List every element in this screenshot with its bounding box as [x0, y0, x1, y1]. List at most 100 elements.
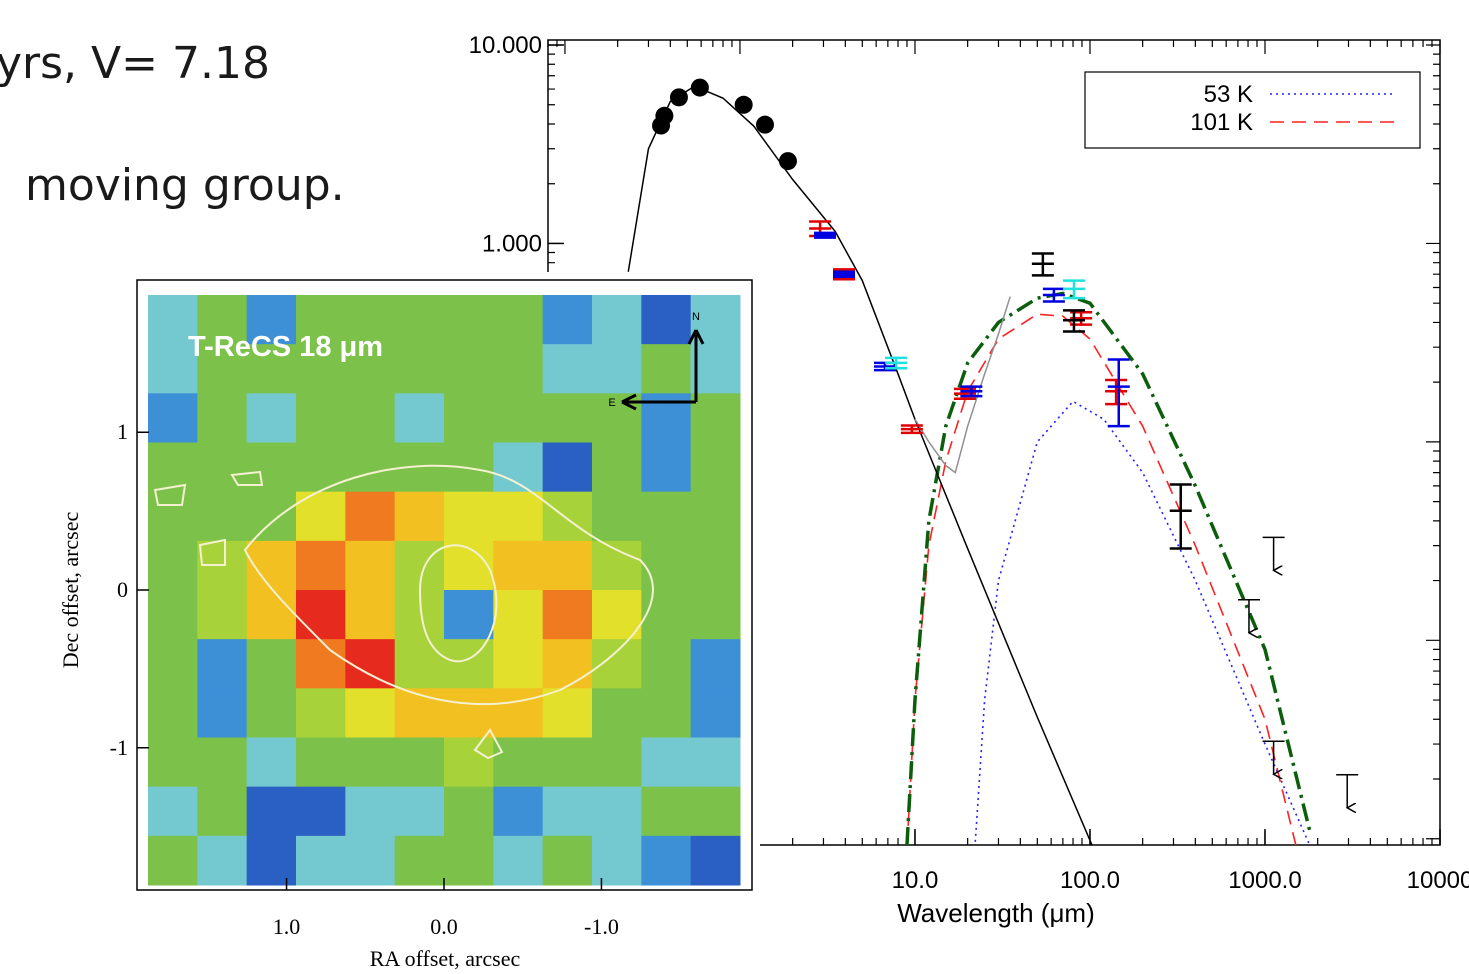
- error-bar: [1070, 311, 1093, 326]
- heatmap-cell: [246, 786, 297, 837]
- heatmap-cell: [345, 590, 396, 640]
- heatmap-cell: [197, 442, 248, 493]
- heatmap-cell: [493, 639, 544, 689]
- annotation: T-ReCS 18 μm: [188, 331, 383, 363]
- heatmap-cell: [542, 540, 593, 591]
- error-bar: [1062, 309, 1085, 333]
- heatmap-cell: [641, 835, 692, 886]
- y-tick-label: -1: [110, 735, 128, 760]
- heatmap-cell: [690, 393, 741, 443]
- photometry-point: [778, 152, 797, 171]
- heatmap-cell: [394, 491, 445, 542]
- heatmap-cell: [246, 590, 297, 640]
- heatmap-cell: [394, 835, 445, 886]
- heatmap-cell: [690, 737, 741, 788]
- heatmap-cell: [197, 786, 248, 837]
- error-bar: [1107, 358, 1130, 428]
- error-bar: [1105, 378, 1128, 406]
- heatmap-cell: [542, 295, 593, 345]
- y-tick-label: 10.000: [469, 32, 542, 59]
- heatmap-cell: [296, 540, 346, 591]
- heatmap-cell: [197, 295, 248, 345]
- heatmap-cell: [444, 737, 494, 788]
- slide-text: moving group.: [25, 160, 345, 211]
- y-tick-label: 1: [117, 419, 128, 444]
- inset-image: T-ReCS 18 μm N E 1.0 0.0 -1.0 1 0 -1 RA offse…: [55, 272, 760, 974]
- heatmap-cell: [444, 688, 494, 738]
- heatmap-cell: [197, 737, 248, 788]
- heatmap-cell: [296, 786, 346, 837]
- heatmap-cell: [641, 786, 692, 837]
- heatmap-cell: [296, 295, 346, 345]
- heatmap-cell: [197, 835, 248, 886]
- heatmap-cell: [493, 590, 544, 640]
- heatmap-cell: [493, 344, 544, 394]
- x-tick-label: 10.0: [892, 867, 939, 894]
- legend-label: 101 K: [1190, 109, 1253, 136]
- heatmap-cell: [493, 393, 544, 443]
- heatmap-cell: [690, 491, 741, 542]
- heatmap-cell: [690, 639, 741, 689]
- heatmap-cell: [246, 639, 297, 689]
- contour: [418, 544, 498, 663]
- heatmap-cell: [444, 393, 494, 443]
- heatmap-cell: [493, 491, 544, 542]
- heatmap-cell: [394, 786, 445, 837]
- heatmap-cell: [345, 540, 396, 591]
- error-bar: [960, 385, 983, 398]
- heatmap-cell: [444, 295, 494, 345]
- x-tick-label: 0.0: [430, 914, 458, 939]
- heatmap-cell: [542, 442, 593, 493]
- heatmap-cell: [296, 688, 346, 738]
- heatmap-cell: [592, 737, 642, 788]
- contour: [153, 470, 504, 760]
- compass-label: E: [608, 397, 615, 409]
- heatmap-cell: [246, 344, 297, 394]
- heatmap-cell: [542, 835, 593, 886]
- heatmap-cell: [592, 491, 642, 542]
- heatmap-cell: [148, 442, 198, 493]
- heatmap-cell: [246, 442, 297, 493]
- series-line: [974, 400, 1311, 845]
- heatmap-cell: [345, 639, 396, 689]
- upper-limit: [1336, 774, 1359, 808]
- heatmap-cell: [690, 835, 741, 886]
- heatmap-cell: [542, 737, 593, 788]
- heatmap-cell: [394, 393, 445, 443]
- heatmap-cell: [148, 737, 198, 788]
- heatmap-cell: [493, 295, 544, 345]
- heatmap-cell: [148, 590, 198, 640]
- heatmap-cell: [345, 688, 396, 738]
- heatmap-cell: [197, 393, 248, 443]
- legend-label: 53 K: [1204, 81, 1253, 108]
- heatmap-cell: [444, 344, 494, 394]
- heatmap-cell: [641, 590, 692, 640]
- heatmap-cell: [148, 393, 198, 443]
- heatmap-cell: [493, 688, 544, 738]
- heatmap-cell: [246, 393, 297, 443]
- heatmap-cell: [641, 442, 692, 493]
- heatmap-cell: [592, 835, 642, 886]
- heatmap-cell: [592, 590, 642, 640]
- error-bar: [873, 361, 896, 372]
- heatmap-cell: [394, 344, 445, 394]
- heatmap-cell: [641, 639, 692, 689]
- heatmap-cell: [641, 491, 692, 542]
- x-axis-label: RA offset, arcsec: [370, 946, 521, 971]
- upper-limit: [1262, 740, 1285, 774]
- contour: [243, 464, 654, 706]
- heatmap-cell: [592, 295, 642, 345]
- heatmap-cell: [444, 590, 494, 640]
- heatmap-cell: [542, 393, 593, 443]
- error-bar: [953, 387, 976, 400]
- heatmap-cell: [246, 835, 297, 886]
- error-bar: [832, 270, 855, 278]
- upper-limit: [1262, 536, 1285, 570]
- heatmap-cell: [641, 688, 692, 738]
- x-tick-label: 1.0: [273, 914, 301, 939]
- heatmap-cell: [345, 442, 396, 493]
- heatmap-cell: [394, 639, 445, 689]
- heatmap-cell: [197, 590, 248, 640]
- error-bar: [885, 356, 908, 370]
